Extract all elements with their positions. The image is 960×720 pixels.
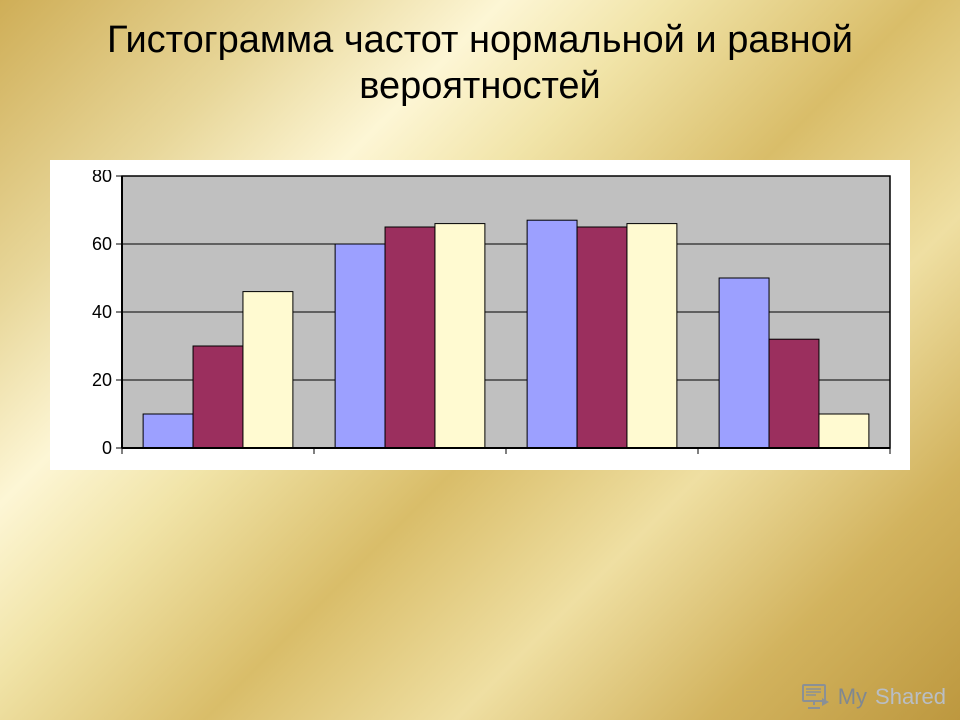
watermark: My Shared [802,684,946,710]
watermark-my: My [838,684,867,710]
svg-text:20: 20 [92,370,112,390]
svg-text:0: 0 [102,438,112,458]
svg-text:60: 60 [92,234,112,254]
slide-title: Гистограмма частот нормальной и равной в… [0,18,960,109]
histogram-chart: 0 20 40 60 80 [60,170,900,460]
presentation-icon [802,684,830,710]
chart-container: 0 20 40 60 80 [50,160,910,470]
svg-text:40: 40 [92,302,112,322]
chart-inner: 0 20 40 60 80 [60,170,900,460]
watermark-shared: Shared [875,684,946,710]
slide: Гистограмма частот нормальной и равной в… [0,0,960,720]
svg-text:80: 80 [92,170,112,186]
